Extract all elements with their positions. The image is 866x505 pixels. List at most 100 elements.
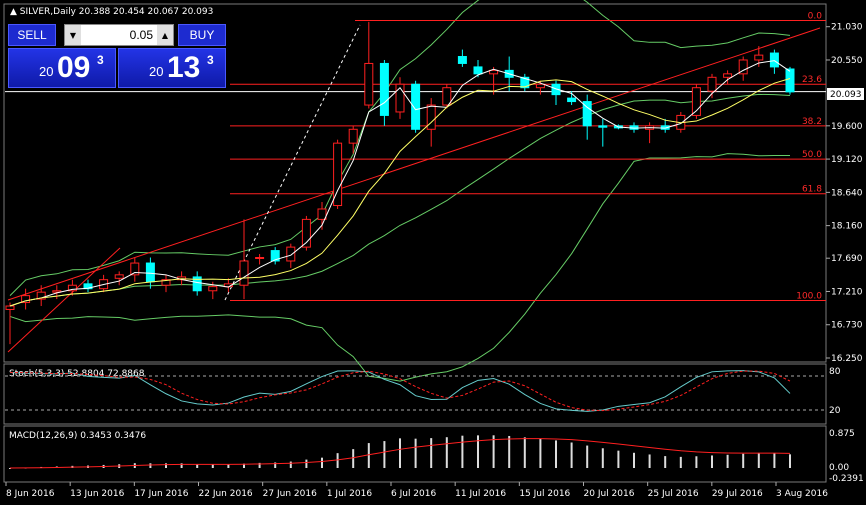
- price-tick-label: 17.690: [831, 254, 863, 264]
- lot-size-input[interactable]: ▼ 0.05 ▲: [64, 24, 174, 46]
- macd-bar: [383, 441, 386, 468]
- time-tick-label: 15 Jul 2016: [519, 489, 570, 499]
- candle-body: [114, 274, 124, 279]
- macd-bar: [289, 461, 292, 468]
- macd-bar: [539, 438, 542, 468]
- macd-bar: [742, 453, 745, 468]
- buy-price-sup: 3: [207, 53, 214, 67]
- macd-bar: [445, 437, 448, 468]
- price-tick-label: 19.120: [831, 155, 863, 165]
- macd-bar: [321, 457, 323, 468]
- buy-button[interactable]: BUY: [178, 24, 226, 46]
- macd-bar: [664, 456, 667, 468]
- fib-level-label: 100.0: [796, 291, 822, 301]
- candle-body: [364, 62, 374, 106]
- fib-level-label: 50.0: [802, 150, 822, 160]
- candle-body: [395, 83, 405, 113]
- macd-bar: [648, 454, 651, 468]
- macd-bar: [601, 448, 604, 468]
- macd-bar: [227, 464, 230, 468]
- time-tick-label: 20 Jul 2016: [584, 489, 635, 499]
- macd-bar: [274, 462, 277, 468]
- bollinger-bands: [9, 0, 791, 382]
- lot-increase-icon[interactable]: ▲: [157, 25, 173, 45]
- candle-body: [535, 83, 545, 89]
- time-tick-label: 8 Jun 2016: [6, 489, 55, 499]
- price-tick-label: 18.640: [831, 188, 863, 198]
- candle-body: [738, 59, 748, 75]
- candle-body: [473, 66, 483, 75]
- candle-body: [36, 291, 46, 300]
- macd-bar: [586, 445, 589, 468]
- macd-bar: [789, 454, 791, 468]
- buy-price-button[interactable]: 20 13 3: [118, 48, 226, 88]
- candle-body: [457, 56, 467, 64]
- sell-price-button[interactable]: 20 09 3: [8, 48, 116, 88]
- candle-body: [520, 76, 530, 89]
- one-click-trade-panel: SELL ▼ 0.05 ▲ BUY 20 09 3 20 13 3: [8, 24, 226, 88]
- candle-body: [707, 76, 717, 92]
- macd-bar: [679, 456, 682, 468]
- macd-bar: [508, 435, 511, 468]
- macd-label: MACD(12,26,9) 0.3453 0.3476: [9, 431, 146, 441]
- sell-button[interactable]: SELL: [8, 24, 56, 46]
- candle-body: [192, 276, 202, 292]
- macd-bar: [711, 455, 713, 468]
- macd-bar: [305, 459, 308, 468]
- time-tick-label: 13 Jun 2016: [70, 489, 124, 499]
- moving-averages: [9, 60, 791, 307]
- macd-bar: [9, 468, 11, 469]
- price-tick-label: 16.250: [831, 354, 863, 364]
- macd-bar: [352, 449, 355, 468]
- candle-body: [769, 52, 779, 68]
- candle-body: [145, 262, 155, 283]
- sell-price-prefix: 20: [39, 64, 54, 79]
- macd-histogram: [9, 435, 791, 469]
- price-tick-label: 16.730: [831, 321, 863, 331]
- candle-body: [489, 69, 499, 75]
- macd-bar: [617, 450, 620, 468]
- macd-bar: [414, 438, 417, 468]
- candle-body: [691, 87, 701, 116]
- macd-bar: [461, 435, 464, 468]
- trendlines: [7, 24, 821, 353]
- macd-tick-top: 0.875: [829, 429, 855, 439]
- macd-tick-bottom: -0.2391: [829, 474, 864, 484]
- price-tick-label: 21.030: [831, 23, 863, 33]
- candle-body: [598, 125, 608, 128]
- price-axis: 21.030 20.550 19.600 19.120 18.640 18.160 17.6…: [826, 23, 863, 364]
- fib-level-label: 38.2: [802, 117, 822, 127]
- sell-price-sup: 3: [97, 53, 104, 67]
- macd-bar: [243, 463, 245, 468]
- stoch-tick-20: 20: [829, 406, 841, 416]
- time-tick-label: 11 Jul 2016: [455, 489, 506, 499]
- macd-bar: [165, 463, 167, 468]
- ma-fast-line: [9, 60, 791, 307]
- candle-body: [411, 83, 421, 130]
- macd-bar: [211, 464, 214, 468]
- lower-band-line: [9, 153, 791, 382]
- time-tick-label: 29 Jul 2016: [712, 489, 763, 499]
- macd-bar: [555, 440, 557, 468]
- candle-body: [270, 250, 280, 262]
- macd-bar: [336, 453, 339, 468]
- candle-body: [130, 262, 140, 276]
- candle-body: [239, 260, 249, 286]
- time-tick-label: 27 Jun 2016: [263, 489, 317, 499]
- upper-band-line: [9, 0, 791, 296]
- lot-decrease-icon[interactable]: ▼: [65, 25, 81, 45]
- ma-slow-line: [9, 78, 791, 307]
- candle-body: [348, 128, 358, 144]
- candle-body: [286, 246, 296, 262]
- time-tick-label: 17 Jun 2016: [134, 489, 188, 499]
- candle-body: [582, 101, 592, 127]
- sell-price-big: 09: [57, 51, 91, 84]
- macd-bar: [430, 438, 433, 468]
- current-price-label: 20.093: [830, 90, 862, 100]
- macd-bar: [570, 442, 573, 468]
- price-tick-label: 19.600: [831, 122, 863, 132]
- macd-bar: [367, 443, 370, 468]
- fib-level-label: 23.6: [802, 75, 822, 85]
- macd-bar: [695, 456, 698, 468]
